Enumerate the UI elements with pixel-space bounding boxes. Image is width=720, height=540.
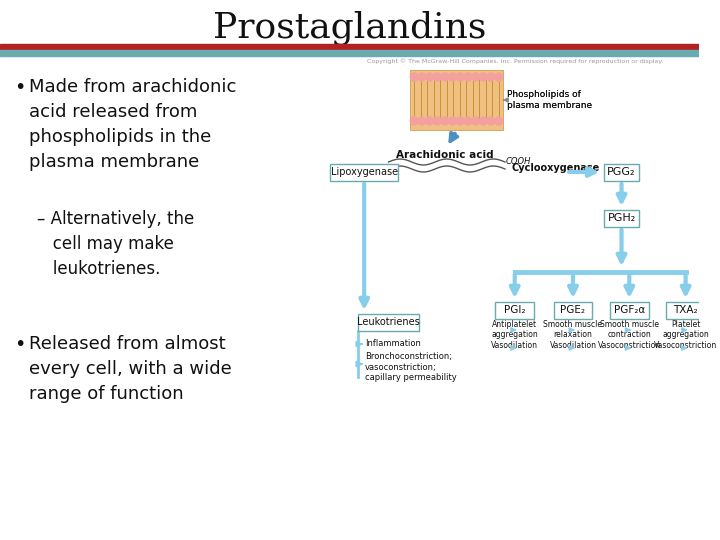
Text: Bronchoconstriction;
vasoconstriction;
capillary permeability: Bronchoconstriction; vasoconstriction; c… (365, 352, 457, 382)
Circle shape (433, 117, 441, 125)
Circle shape (480, 117, 487, 125)
Text: •: • (14, 335, 26, 354)
Text: Copyright © The McGraw-Hill Companies, Inc. Permission required for reproduction: Copyright © The McGraw-Hill Companies, I… (366, 58, 663, 64)
Text: Lipoxygenase: Lipoxygenase (330, 167, 397, 177)
Text: PGF₂α: PGF₂α (613, 305, 645, 315)
Text: Released from almost
every cell, with a wide
range of function: Released from almost every cell, with a … (29, 335, 232, 403)
Circle shape (449, 117, 456, 125)
Circle shape (418, 117, 426, 125)
Circle shape (472, 73, 480, 81)
Text: Prostaglandins: Prostaglandins (213, 11, 486, 45)
FancyBboxPatch shape (604, 164, 639, 180)
Text: Smooth muscle
contraction
Vasoconstriction: Smooth muscle contraction Vasoconstricti… (598, 320, 661, 350)
Text: Antiplatelet
aggregation
Vasodilation: Antiplatelet aggregation Vasodilation (491, 320, 539, 350)
FancyBboxPatch shape (666, 301, 705, 319)
Circle shape (456, 73, 464, 81)
Text: Leukotrienes: Leukotrienes (357, 317, 420, 327)
Circle shape (449, 73, 456, 81)
Text: Phospholipids of
plasma membrane: Phospholipids of plasma membrane (508, 90, 593, 110)
Text: Arachidonic acid: Arachidonic acid (396, 150, 494, 160)
Text: Phospholipids of
plasma membrane: Phospholipids of plasma membrane (508, 90, 593, 110)
Text: PGG₂: PGG₂ (607, 167, 636, 177)
Text: Platelet
aggregation
Vasoconstriction: Platelet aggregation Vasoconstriction (654, 320, 717, 350)
Circle shape (487, 73, 495, 81)
FancyBboxPatch shape (495, 301, 534, 319)
Circle shape (472, 117, 480, 125)
FancyBboxPatch shape (359, 314, 418, 330)
Circle shape (410, 73, 418, 81)
Text: Cyclooxygenase: Cyclooxygenase (512, 163, 600, 173)
Text: Smooth muscle
relaxation
Vasodilation: Smooth muscle relaxation Vasodilation (544, 320, 603, 350)
FancyBboxPatch shape (610, 301, 649, 319)
Circle shape (426, 73, 433, 81)
Circle shape (418, 73, 426, 81)
Text: Inflammation: Inflammation (365, 339, 421, 348)
Circle shape (495, 73, 503, 81)
FancyBboxPatch shape (410, 70, 503, 130)
Text: COOH: COOH (506, 157, 531, 165)
Text: PGI₂: PGI₂ (504, 305, 526, 315)
Text: TXA₂: TXA₂ (673, 305, 698, 315)
Circle shape (456, 117, 464, 125)
Bar (0, 50, 699, 56)
Circle shape (426, 117, 433, 125)
Bar (0, 44, 699, 50)
FancyBboxPatch shape (604, 210, 639, 226)
FancyBboxPatch shape (330, 164, 398, 180)
FancyBboxPatch shape (554, 301, 593, 319)
Circle shape (487, 117, 495, 125)
Circle shape (464, 73, 472, 81)
Circle shape (433, 73, 441, 81)
Circle shape (441, 117, 449, 125)
Circle shape (480, 73, 487, 81)
Circle shape (464, 117, 472, 125)
Text: •: • (14, 78, 26, 97)
Text: PGE₂: PGE₂ (560, 305, 585, 315)
Circle shape (495, 117, 503, 125)
Text: PGH₂: PGH₂ (608, 213, 636, 223)
Text: – Alternatively, the
   cell may make
   leukotrienes.: – Alternatively, the cell may make leuko… (37, 210, 194, 278)
Circle shape (410, 117, 418, 125)
Circle shape (441, 73, 449, 81)
Text: Made from arachidonic
acid released from
phospholipids in the
plasma membrane: Made from arachidonic acid released from… (29, 78, 236, 171)
